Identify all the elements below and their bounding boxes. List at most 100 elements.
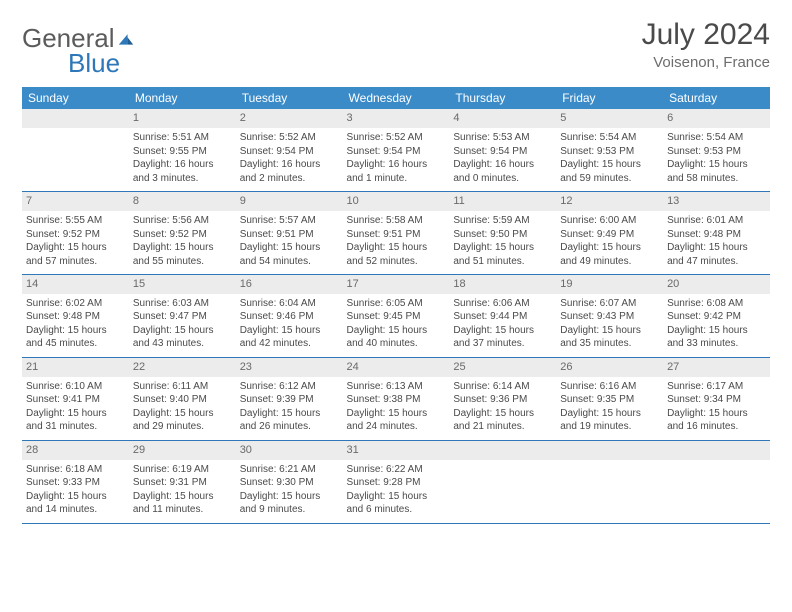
calendar-day-cell: 7Sunrise: 5:55 AMSunset: 9:52 PMDaylight…: [22, 192, 129, 275]
daylight-text: Daylight: 15 hours: [26, 324, 125, 338]
daylight-text: Daylight: 16 hours: [133, 158, 232, 172]
day-number: 3: [343, 109, 450, 128]
day-number-empty: [22, 109, 129, 128]
day-number: 16: [236, 275, 343, 294]
calendar-day-cell: 19Sunrise: 6:07 AMSunset: 9:43 PMDayligh…: [556, 275, 663, 358]
sunset-text: Sunset: 9:40 PM: [133, 393, 232, 407]
sunrise-text: Sunrise: 6:06 AM: [453, 297, 552, 311]
daylight-text: and 29 minutes.: [133, 420, 232, 434]
daylight-text: and 14 minutes.: [26, 503, 125, 517]
calendar-day-cell: 15Sunrise: 6:03 AMSunset: 9:47 PMDayligh…: [129, 275, 236, 358]
triangle-icon: [116, 31, 136, 47]
daylight-text: and 19 minutes.: [560, 420, 659, 434]
day-number: 20: [663, 275, 770, 294]
daylight-text: Daylight: 15 hours: [453, 324, 552, 338]
day-number: 21: [22, 358, 129, 377]
day-number: 10: [343, 192, 450, 211]
calendar-day-cell: 25Sunrise: 6:14 AMSunset: 9:36 PMDayligh…: [449, 357, 556, 440]
day-number: 1: [129, 109, 236, 128]
day-number-empty: [663, 441, 770, 460]
day-number: 8: [129, 192, 236, 211]
calendar-week-row: 21 Sunrise: 6:10 AMSunset: 9:41 PM Dayligh…: [22, 357, 770, 440]
calendar-day-cell: 8Sunrise: 5:56 AMSunset: 9:52 PMDaylight…: [129, 192, 236, 275]
daylight-text: Daylight: 15 hours: [453, 407, 552, 421]
daylight-text: and 59 minutes.: [560, 172, 659, 186]
sunset-text: Sunset: 9:42 PM: [667, 310, 766, 324]
day-number: 31: [343, 441, 450, 460]
sunrise-text: Sunrise: 6:10 AM: [26, 380, 125, 394]
daylight-text: Daylight: 15 hours: [240, 407, 339, 421]
day-number: 9: [236, 192, 343, 211]
calendar-day-cell: 10Sunrise: 5:58 AMSunset: 9:51 PMDayligh…: [343, 192, 450, 275]
daylight-text: Daylight: 15 hours: [240, 241, 339, 255]
sunset-text: Sunset: 9:41 PM: [26, 393, 125, 407]
sunset-text: Sunset: 9:31 PM: [133, 476, 232, 490]
daylight-text: and 40 minutes.: [347, 337, 446, 351]
sunrise-text: Sunrise: 6:11 AM: [133, 380, 232, 394]
brand-part2: Blue: [68, 48, 120, 78]
day-number: 29: [129, 441, 236, 460]
day-number: 15: [129, 275, 236, 294]
sunrise-text: Sunrise: 6:13 AM: [347, 380, 446, 394]
calendar-day-cell: 6Sunrise: 5:54 AMSunset: 9:53 PMDaylight…: [663, 109, 770, 191]
daylight-text: and 42 minutes.: [240, 337, 339, 351]
daylight-text: and 3 minutes.: [133, 172, 232, 186]
daylight-text: and 35 minutes.: [560, 337, 659, 351]
sunset-text: Sunset: 9:53 PM: [560, 145, 659, 159]
calendar-day-cell: 2 Sunrise: 5:52 AMSunset: 9:54 PMDaylight…: [236, 109, 343, 191]
sunrise-text: Sunrise: 5:52 AM: [240, 131, 339, 145]
calendar-day-cell: 28Sunrise: 6:18 AMSunset: 9:33 PMDayligh…: [22, 440, 129, 523]
calendar-day-cell: 5Sunrise: 5:54 AMSunset: 9:53 PMDaylight…: [556, 109, 663, 191]
daylight-text: and 11 minutes.: [133, 503, 232, 517]
daylight-text: and 2 minutes.: [240, 172, 339, 186]
daylight-text: Daylight: 16 hours: [240, 158, 339, 172]
sunrise-text: Sunrise: 6:18 AM: [26, 463, 125, 477]
sunrise-text: Sunrise: 6:14 AM: [453, 380, 552, 394]
daylight-text: and 6 minutes.: [347, 503, 446, 517]
sunset-text: Sunset: 9:36 PM: [453, 393, 552, 407]
day-number: 4: [449, 109, 556, 128]
sunrise-text: Sunrise: 6:00 AM: [560, 214, 659, 228]
daylight-text: Daylight: 15 hours: [453, 241, 552, 255]
sunrise-text: Sunrise: 6:17 AM: [667, 380, 766, 394]
sunrise-text: Sunrise: 5:55 AM: [26, 214, 125, 228]
day-number: 11: [449, 192, 556, 211]
calendar-week-row: 28Sunrise: 6:18 AMSunset: 9:33 PMDayligh…: [22, 440, 770, 523]
calendar-day-cell: 26Sunrise: 6:16 AMSunset: 9:35 PMDayligh…: [556, 357, 663, 440]
sunset-text: Sunset: 9:53 PM: [667, 145, 766, 159]
day-number: 12: [556, 192, 663, 211]
sunset-text: Sunset: 9:28 PM: [347, 476, 446, 490]
calendar-body: 1Sunrise: 5:51 AMSunset: 9:55 PMDaylight…: [22, 109, 770, 523]
weekday-header: Wednesday: [343, 87, 450, 109]
day-number: 2: [236, 109, 343, 128]
sunset-text: Sunset: 9:46 PM: [240, 310, 339, 324]
sunset-text: Sunset: 9:30 PM: [240, 476, 339, 490]
daylight-text: and 9 minutes.: [240, 503, 339, 517]
sunrise-text: Sunrise: 6:04 AM: [240, 297, 339, 311]
calendar-day-cell: 27Sunrise: 6:17 AMSunset: 9:34 PMDayligh…: [663, 357, 770, 440]
calendar-day-cell: 21Sunrise: 6:10 AMSunset: 9:41 PMDayligh…: [22, 357, 129, 440]
day-number: 6: [663, 109, 770, 128]
sunrise-text: Sunrise: 6:16 AM: [560, 380, 659, 394]
sunrise-text: Sunrise: 6:12 AM: [240, 380, 339, 394]
calendar-day-cell: [22, 109, 129, 191]
calendar-day-cell: 31Sunrise: 6:22 AMSunset: 9:28 PMDayligh…: [343, 440, 450, 523]
calendar-day-cell: 22Sunrise: 6:11 AMSunset: 9:40 PMDayligh…: [129, 357, 236, 440]
daylight-text: Daylight: 15 hours: [560, 241, 659, 255]
daylight-text: Daylight: 15 hours: [347, 490, 446, 504]
daylight-text: Daylight: 15 hours: [133, 407, 232, 421]
daylight-text: Daylight: 15 hours: [133, 490, 232, 504]
daylight-text: and 52 minutes.: [347, 255, 446, 269]
calendar-day-cell: [556, 440, 663, 523]
daylight-text: Daylight: 15 hours: [667, 324, 766, 338]
sunset-text: Sunset: 9:54 PM: [240, 145, 339, 159]
month-title: July 2024: [642, 18, 770, 52]
day-number: 19: [556, 275, 663, 294]
daylight-text: Daylight: 15 hours: [133, 324, 232, 338]
sunrise-text: Sunrise: 6:05 AM: [347, 297, 446, 311]
weekday-header: Monday: [129, 87, 236, 109]
day-number: 17: [343, 275, 450, 294]
calendar-day-cell: 11Sunrise: 5:59 AMSunset: 9:50 PMDayligh…: [449, 192, 556, 275]
daylight-text: and 49 minutes.: [560, 255, 659, 269]
daylight-text: Daylight: 15 hours: [240, 324, 339, 338]
